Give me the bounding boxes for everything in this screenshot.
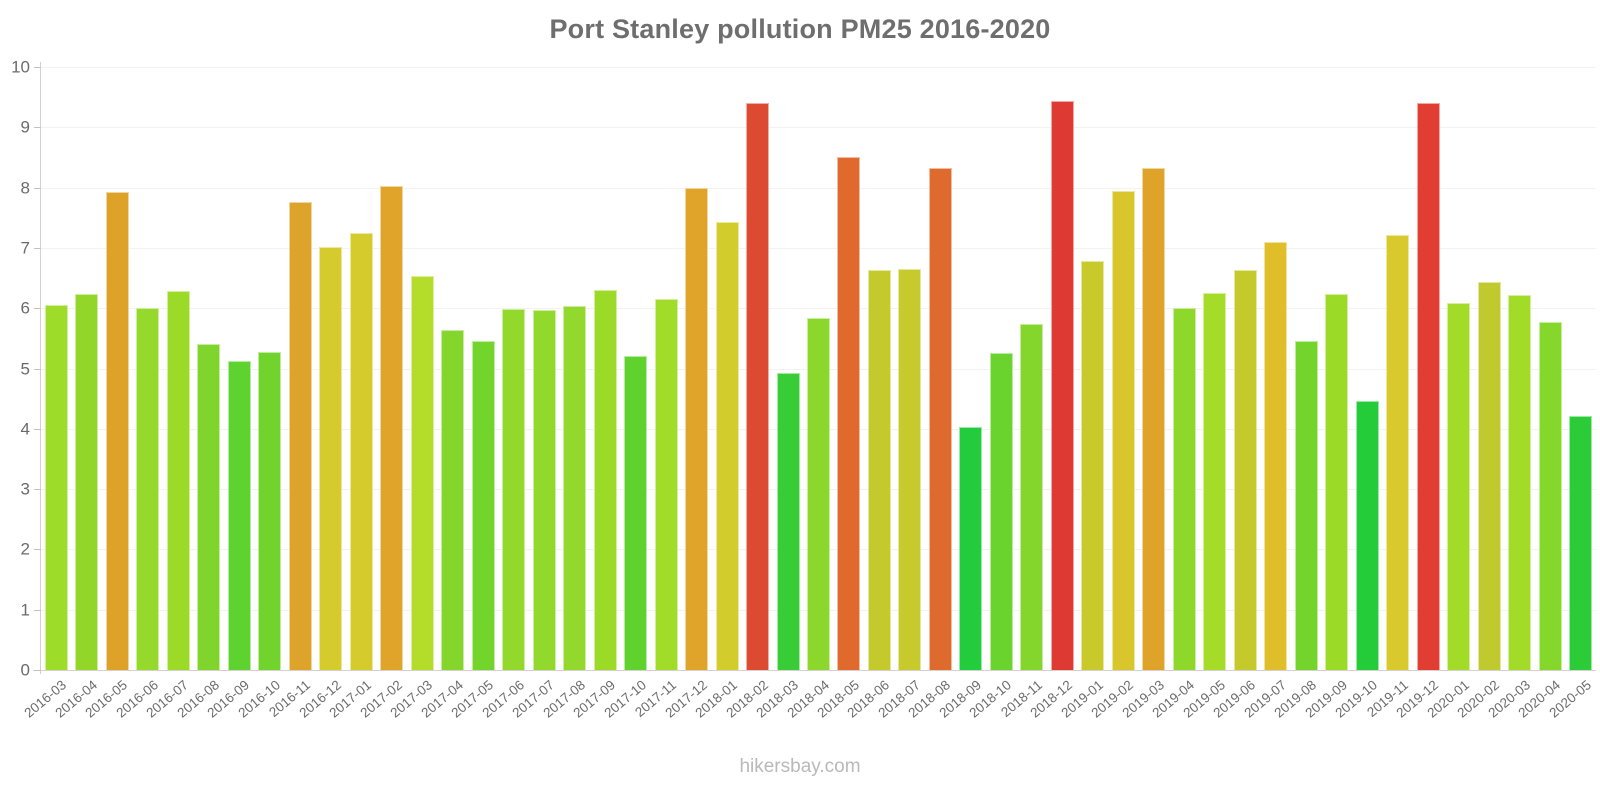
x-axis-line — [33, 670, 1596, 671]
bar[interactable] — [380, 185, 404, 670]
bar[interactable] — [1569, 416, 1593, 670]
bar[interactable] — [776, 373, 800, 670]
bar[interactable] — [44, 305, 68, 670]
plot-area — [41, 67, 1596, 670]
y-tick-label: 4 — [20, 419, 30, 439]
bar[interactable] — [1508, 294, 1532, 670]
y-tick-mark — [34, 127, 41, 129]
bar[interactable] — [654, 298, 678, 670]
bar[interactable] — [928, 168, 952, 670]
bar[interactable] — [197, 343, 221, 670]
bar[interactable] — [1142, 167, 1166, 670]
bar[interactable] — [1294, 340, 1318, 670]
bar[interactable] — [959, 427, 983, 670]
bar[interactable] — [563, 305, 587, 670]
bar[interactable] — [441, 329, 465, 670]
y-tick-mark — [34, 247, 41, 249]
bar[interactable] — [1203, 292, 1227, 670]
bar[interactable] — [593, 290, 617, 670]
y-tick-mark — [34, 489, 41, 491]
y-tick-label: 3 — [20, 479, 30, 499]
y-tick-mark — [34, 187, 41, 189]
y-tick-label: 5 — [20, 359, 30, 378]
bar[interactable] — [136, 307, 160, 670]
bar[interactable] — [1233, 270, 1257, 670]
bar[interactable] — [1264, 241, 1288, 670]
bar[interactable] — [105, 192, 129, 670]
bar[interactable] — [989, 352, 1013, 670]
bar[interactable] — [410, 275, 434, 670]
bar[interactable] — [1386, 234, 1410, 670]
gridline — [41, 127, 1596, 129]
y-tick-mark — [34, 67, 41, 68]
y-tick-label: 1 — [20, 600, 30, 620]
bar[interactable] — [1538, 322, 1562, 670]
bar[interactable] — [319, 246, 343, 670]
bar[interactable] — [75, 293, 99, 670]
bar[interactable] — [166, 290, 190, 670]
bar[interactable] — [837, 156, 861, 670]
bar[interactable] — [1081, 261, 1105, 670]
bar[interactable] — [685, 187, 709, 670]
bar[interactable] — [807, 318, 830, 670]
bar[interactable] — [1447, 303, 1471, 670]
gridline — [41, 187, 1596, 189]
bar[interactable] — [1416, 103, 1440, 670]
bar[interactable] — [532, 310, 556, 670]
bar[interactable] — [867, 270, 891, 670]
gridline — [41, 247, 1596, 249]
chart-title: Port Stanley pollution PM25 2016-2020 — [549, 14, 1051, 44]
bar[interactable] — [258, 352, 282, 670]
bar[interactable] — [502, 309, 526, 670]
y-tick-mark — [34, 308, 41, 310]
y-tick-mark — [34, 549, 41, 551]
y-tick-label: 8 — [20, 178, 30, 198]
bar[interactable] — [624, 355, 648, 670]
y-tick-label: 0 — [20, 660, 30, 680]
bar[interactable] — [1020, 323, 1044, 670]
y-tick-label: 10 — [11, 57, 30, 77]
y-tick-label: 2 — [20, 539, 30, 559]
bar[interactable] — [746, 103, 770, 670]
bar[interactable] — [1477, 281, 1501, 670]
bar[interactable] — [349, 232, 373, 670]
bar[interactable] — [1050, 101, 1074, 670]
y-tick-mark — [34, 609, 41, 611]
bar[interactable] — [715, 221, 739, 670]
y-tick-mark — [34, 368, 41, 370]
watermark-footer: hikersbay.com — [739, 756, 861, 777]
bar[interactable] — [288, 202, 312, 670]
y-tick-label: 9 — [20, 117, 30, 137]
bar[interactable] — [471, 341, 495, 670]
bar[interactable] — [1325, 293, 1349, 670]
bar[interactable] — [1172, 308, 1196, 670]
y-tick-mark — [34, 428, 41, 430]
bar[interactable] — [1355, 401, 1379, 670]
y-tick-label: 6 — [20, 298, 30, 318]
bar[interactable] — [898, 269, 922, 670]
y-tick-mark — [34, 670, 41, 671]
gridline — [41, 67, 1596, 68]
bar[interactable] — [1111, 191, 1135, 670]
bar[interactable] — [227, 361, 251, 670]
gridline — [41, 308, 1596, 310]
y-tick-label: 7 — [20, 238, 30, 258]
y-axis-line — [40, 62, 41, 674]
